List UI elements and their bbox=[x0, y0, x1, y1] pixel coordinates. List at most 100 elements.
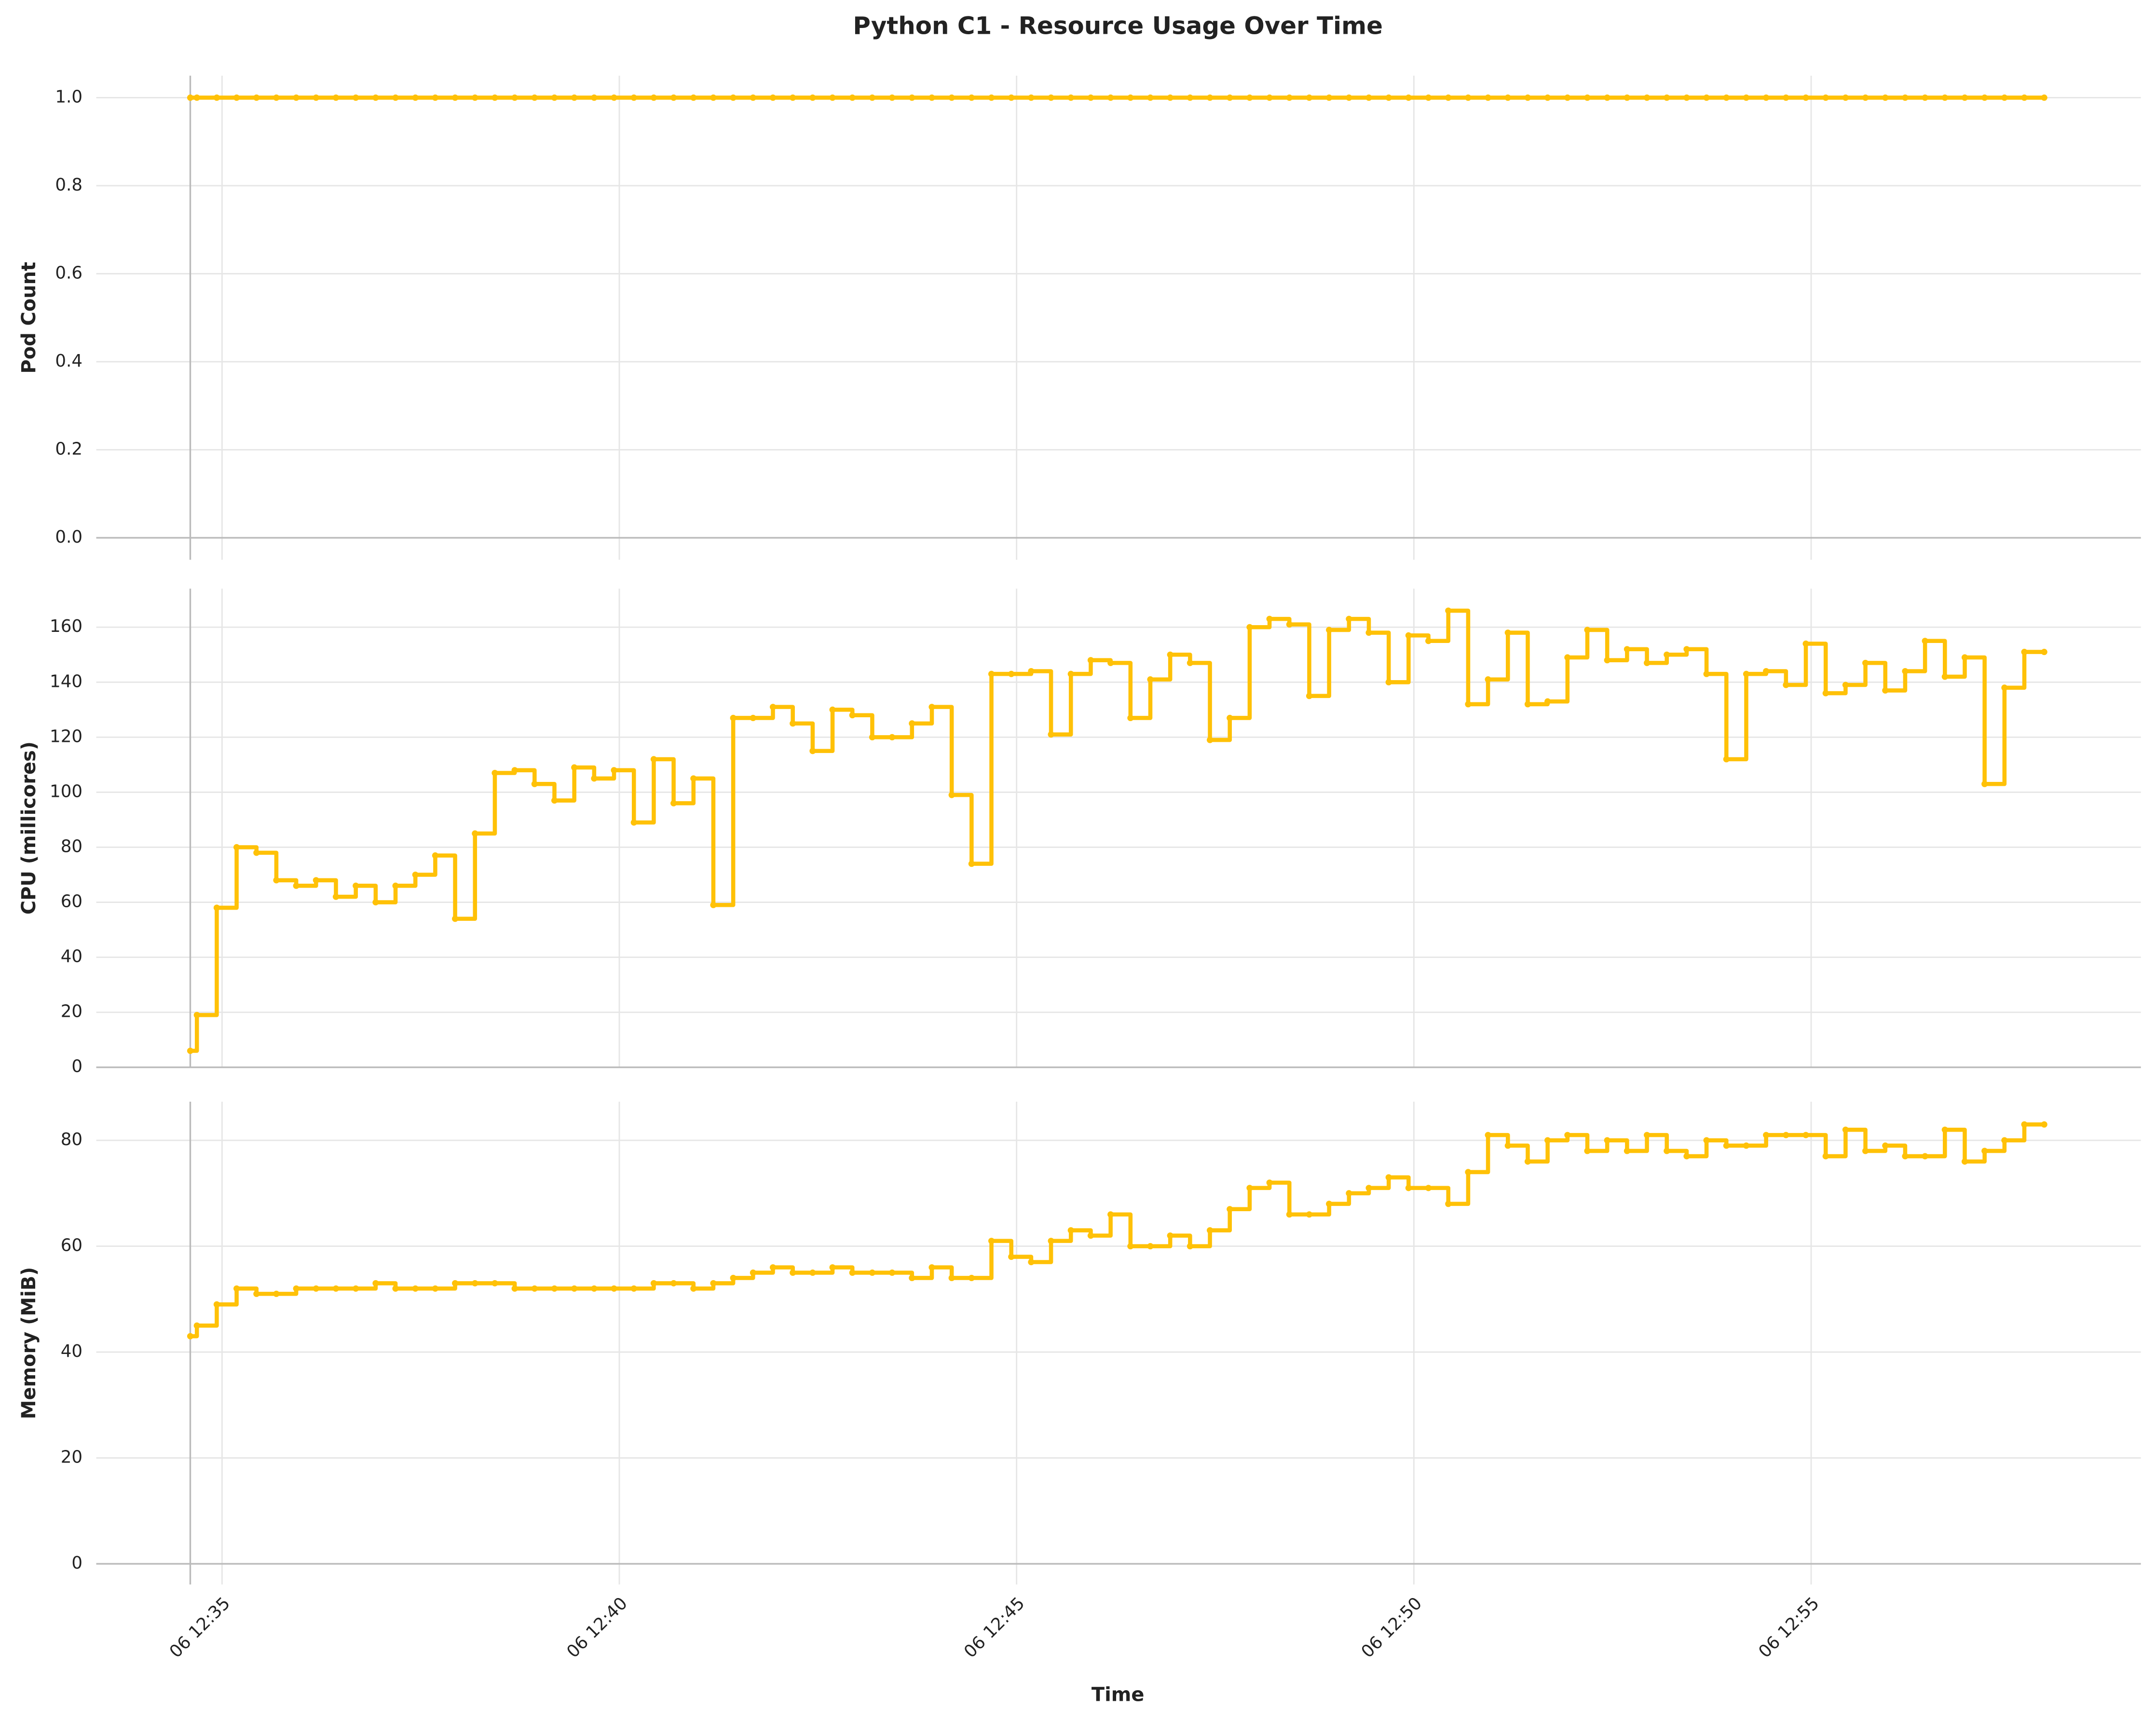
data-point bbox=[849, 712, 856, 719]
data-point bbox=[253, 1290, 260, 1297]
data-point bbox=[1206, 1227, 1214, 1234]
data-point bbox=[187, 1047, 194, 1054]
data-point bbox=[432, 1285, 438, 1292]
data-point bbox=[1683, 94, 1690, 101]
data-point bbox=[948, 1274, 955, 1282]
data-point bbox=[1664, 651, 1670, 658]
data-point bbox=[1882, 687, 1889, 694]
data-point bbox=[273, 94, 280, 101]
data-point bbox=[1723, 756, 1730, 763]
data-point bbox=[193, 1011, 200, 1018]
data-point bbox=[1445, 607, 1452, 614]
data-point bbox=[187, 94, 194, 101]
y-tick-label: 0 bbox=[71, 1553, 82, 1573]
data-point bbox=[1961, 654, 1968, 661]
data-point bbox=[571, 764, 578, 771]
data-point bbox=[571, 1285, 578, 1292]
data-point bbox=[1544, 1137, 1551, 1144]
data-point bbox=[1941, 94, 1948, 101]
y-tick-label: 0.2 bbox=[55, 439, 82, 459]
data-point bbox=[809, 94, 816, 101]
data-point bbox=[551, 797, 558, 804]
data-point bbox=[1564, 654, 1571, 661]
data-point bbox=[1802, 1132, 1809, 1138]
data-point bbox=[690, 94, 697, 101]
data-point bbox=[1485, 1132, 1491, 1138]
data-point bbox=[790, 94, 796, 101]
data-point bbox=[769, 1264, 777, 1271]
data-point bbox=[769, 704, 777, 711]
data-point bbox=[1405, 94, 1412, 101]
y-axis-label: CPU (millicores) bbox=[18, 741, 40, 915]
y-tick-label: 100 bbox=[50, 781, 82, 801]
data-point bbox=[372, 899, 379, 906]
y-tick-label: 60 bbox=[61, 1236, 82, 1256]
data-point bbox=[193, 94, 200, 101]
data-point bbox=[313, 1285, 319, 1292]
data-point bbox=[1822, 94, 1829, 101]
data-point bbox=[1246, 1185, 1253, 1191]
data-point bbox=[213, 904, 220, 911]
data-point bbox=[1743, 94, 1750, 101]
data-point bbox=[670, 1280, 677, 1286]
data-point bbox=[1624, 1148, 1630, 1154]
data-point bbox=[1127, 714, 1134, 722]
data-point bbox=[472, 1280, 478, 1286]
data-point bbox=[968, 861, 975, 867]
data-point bbox=[332, 1285, 340, 1292]
data-point bbox=[1624, 646, 1630, 653]
data-point bbox=[829, 94, 836, 101]
data-point bbox=[1763, 668, 1770, 675]
data-point bbox=[1048, 731, 1054, 738]
data-point bbox=[1028, 1258, 1035, 1266]
data-point bbox=[1802, 640, 1809, 647]
data-point bbox=[1743, 670, 1750, 677]
data-point bbox=[273, 877, 280, 884]
data-point bbox=[1028, 94, 1035, 101]
data-point bbox=[412, 94, 419, 101]
data-point bbox=[630, 94, 637, 101]
y-tick-label: 0.6 bbox=[55, 263, 82, 283]
x-axis-label: Time bbox=[1092, 1683, 1145, 1706]
data-point bbox=[1227, 94, 1233, 101]
data-point bbox=[2021, 1121, 2028, 1128]
data-point bbox=[293, 1285, 300, 1292]
data-point bbox=[869, 94, 875, 101]
data-point bbox=[1048, 94, 1054, 101]
data-point bbox=[928, 1264, 935, 1271]
data-point bbox=[1842, 1126, 1849, 1133]
data-point bbox=[1584, 627, 1591, 633]
data-point bbox=[1425, 1185, 1432, 1191]
data-point bbox=[670, 800, 677, 806]
data-point bbox=[1783, 94, 1789, 101]
data-point bbox=[313, 877, 319, 884]
data-point bbox=[1822, 690, 1829, 697]
data-point bbox=[988, 670, 995, 677]
data-point bbox=[1723, 94, 1730, 101]
data-point bbox=[392, 882, 399, 889]
y-tick-label: 80 bbox=[61, 1130, 82, 1149]
data-point bbox=[1882, 1142, 1889, 1149]
data-point bbox=[1902, 94, 1909, 101]
data-point bbox=[1862, 94, 1869, 101]
data-point bbox=[889, 94, 896, 101]
data-point bbox=[1802, 94, 1809, 101]
data-point bbox=[988, 94, 995, 101]
data-point bbox=[1644, 94, 1651, 101]
data-point bbox=[1783, 1132, 1789, 1138]
data-point bbox=[1584, 94, 1591, 101]
data-point bbox=[988, 1238, 995, 1244]
data-point bbox=[1445, 94, 1452, 101]
data-point bbox=[1683, 646, 1690, 653]
data-point bbox=[1206, 737, 1214, 743]
data-point bbox=[1067, 1227, 1074, 1234]
data-point bbox=[650, 94, 657, 101]
data-point bbox=[1524, 701, 1531, 708]
data-point bbox=[690, 775, 697, 782]
data-point bbox=[551, 1285, 558, 1292]
data-point bbox=[432, 852, 438, 859]
y-tick-label: 0.8 bbox=[55, 175, 82, 195]
data-point bbox=[293, 94, 300, 101]
data-point bbox=[2041, 1121, 2047, 1128]
data-point bbox=[591, 775, 598, 782]
